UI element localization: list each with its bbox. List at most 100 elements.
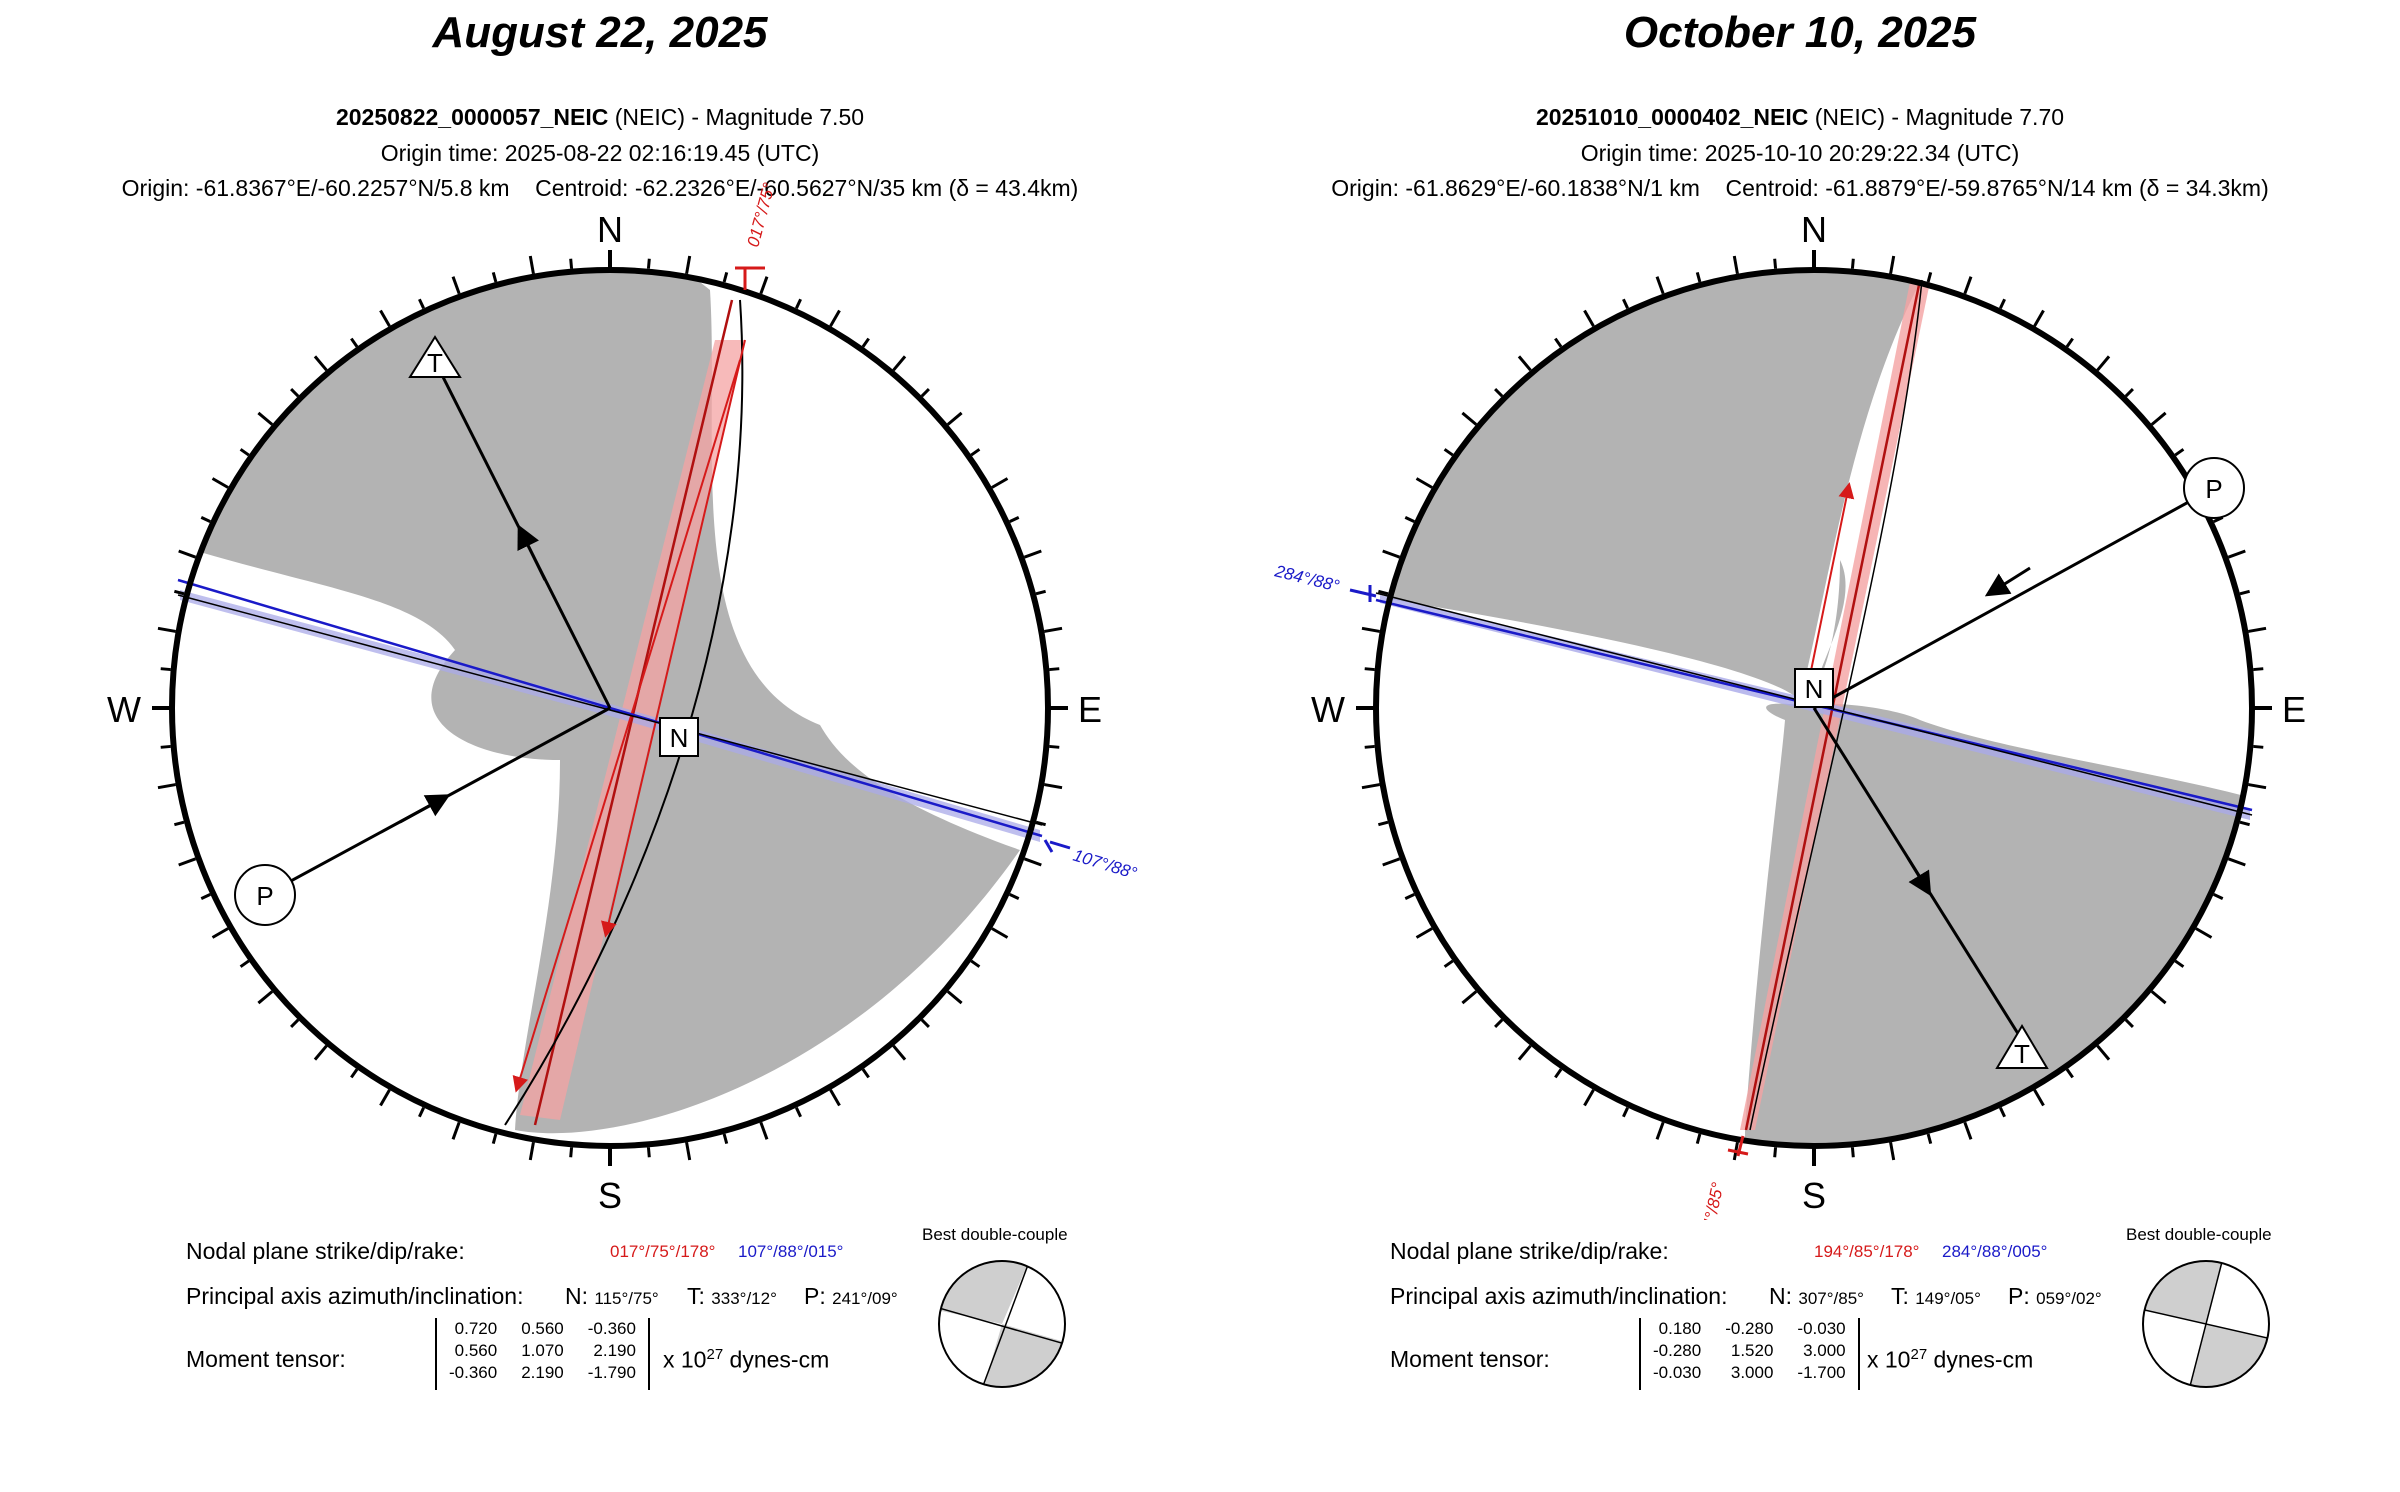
moment-tensor: 0.720 0.560 -0.360 0.560 1.070 2.190 -0.360 2… (435, 1318, 650, 1390)
tensor-cell: 0.180 (1658, 1319, 1702, 1338)
p-axis-arrow (399, 794, 451, 824)
compass-tick (211, 477, 229, 489)
nodal-red-value: 194°/85°/178° (1814, 1242, 1920, 1261)
compass-tick (1009, 516, 1020, 523)
compass-tick (1655, 1121, 1665, 1140)
compass-tick (1044, 783, 1063, 790)
axis-label: Principal axis azimuth/inclination: (186, 1283, 524, 1309)
compass-east: E (2282, 689, 2306, 730)
nodal-label: Nodal plane strike/dip/rake: (186, 1238, 465, 1264)
compass-tick (1999, 1107, 2006, 1118)
axis-n-key: N: (565, 1283, 588, 1309)
red-plane-label: 017°/75° (744, 181, 779, 249)
beachball-diagram: N S W E 017°/75° 107°/88° T P N (107, 181, 1139, 1216)
compass-tick (211, 927, 229, 939)
compass-tick (1889, 1142, 1896, 1161)
compass-tick (1415, 477, 1433, 489)
compass-tick (1583, 309, 1595, 327)
tensor-cell: -0.360 (587, 1319, 636, 1338)
compass-tick (491, 271, 498, 283)
compass-east: E (1078, 689, 1102, 730)
compass-tick (1023, 549, 1042, 559)
scale-exponent: 27 (1910, 1346, 1928, 1363)
compass-tick (1850, 258, 1855, 269)
compass-south: S (1802, 1175, 1826, 1216)
tensor-cell: 1.520 (1730, 1341, 1774, 1360)
origin-time: Origin time: 2025-10-10 20:29:22.34 (UTC… (1580, 140, 2020, 166)
compass-tick (1035, 820, 1047, 827)
p-axis-marker (234, 864, 296, 926)
red-plane-uncertainty (520, 340, 745, 1120)
event-panel-aug22: August 22, 2025 20250822_0000057_NEIC (N… (107, 8, 1139, 1390)
compass-tick (239, 448, 250, 457)
n-axis-marker (1794, 668, 1834, 708)
axis-t: T: 333°/12° (687, 1283, 777, 1310)
compass-tick (350, 1068, 359, 1079)
scale-exponent: 27 (706, 1346, 724, 1363)
t-axis-label: T (2014, 1039, 2030, 1069)
compass-tick (1361, 783, 1380, 790)
compass-tick (1517, 1044, 1532, 1061)
red-nodal-arc (1749, 279, 1923, 1131)
nodal-blue-value: 284°/88°/005° (1942, 1242, 2048, 1261)
compass-tick (722, 271, 729, 283)
moment-tensor: 0.180 -0.280 -0.030 -0.280 1.520 3.000 -0.03… (1639, 1318, 1860, 1390)
compass-tick (2248, 783, 2267, 790)
event-source: (NEIC) (614, 104, 686, 130)
event-source: (NEIC) (1814, 104, 1886, 130)
axis-n-key: N: (1769, 1283, 1792, 1309)
compass-tick (379, 1089, 391, 1107)
axis-n-value: 115°/75° (594, 1289, 659, 1308)
event-date: August 22, 2025 (432, 8, 768, 57)
compass-tick (1695, 271, 1702, 283)
red-slip-vector (1804, 482, 1855, 701)
compass-tick (2174, 448, 2185, 457)
compass-tick (1999, 298, 2006, 309)
compass-tick (970, 959, 981, 968)
tensor-cell: -0.030 (1653, 1363, 1702, 1382)
event-header: 20251010_0000402_NEIC (NEIC) - Magnitude… (1200, 104, 2400, 131)
axis-label: Principal axis azimuth/inclination: (1390, 1283, 1728, 1309)
axis-p: P: 059°/02° (2008, 1283, 2102, 1310)
compass-tick (759, 276, 769, 295)
blue-plane-label: 284°/88° (1272, 561, 1341, 596)
best-double-couple-icon (938, 1260, 1066, 1388)
compass-tick (160, 667, 171, 672)
compass-tick (1773, 258, 1778, 269)
compression-quadrant (172, 270, 1020, 1134)
compass-tick (528, 1142, 535, 1161)
bdc-label: Best double-couple (2126, 1225, 2272, 1244)
compass-tick (451, 276, 461, 295)
compass-tick (173, 589, 185, 596)
compass-south: S (598, 1175, 622, 1216)
compass-tick (1443, 959, 1454, 968)
blue-nodal-line-black (177, 594, 1043, 826)
compass-tick (1377, 820, 1389, 827)
axis-p-value: 241°/09° (832, 1289, 898, 1308)
tensor-cell: 0.560 (521, 1319, 564, 1338)
compass-tick (722, 1133, 729, 1145)
origin-centroid: Origin: -61.8629°E/-60.1838°N/1 km Centr… (1200, 175, 2400, 202)
p-axis-arrow (1984, 566, 2031, 597)
compass-tick (1404, 516, 1415, 523)
axis-t-key: T: (1891, 1283, 1909, 1309)
compass-tick (2227, 857, 2246, 867)
axis-p-value: 059°/02° (2036, 1289, 2102, 1308)
compass-tick (1850, 1147, 1855, 1158)
p-axis-marker (2183, 457, 2245, 519)
compass-tick (1494, 388, 1504, 398)
compass-tick (920, 388, 930, 398)
compass-tick (1009, 893, 1020, 900)
compass-tick (2239, 820, 2251, 827)
axis-p-key: P: (2008, 1283, 2030, 1309)
compass-tick (451, 1121, 461, 1140)
p-axis-label: P (256, 881, 273, 911)
compass-tick (173, 820, 185, 827)
compass-tick (313, 1044, 328, 1061)
bdc-label: Best double-couple (922, 1225, 1068, 1244)
compass-tick (1461, 990, 1478, 1005)
compass-tick (1655, 276, 1665, 295)
compass-tick (2174, 959, 2185, 968)
origin-time: Origin time: 2025-08-22 02:16:19.45 (UTC… (380, 140, 820, 166)
tensor-cell: -0.280 (1653, 1341, 1702, 1360)
